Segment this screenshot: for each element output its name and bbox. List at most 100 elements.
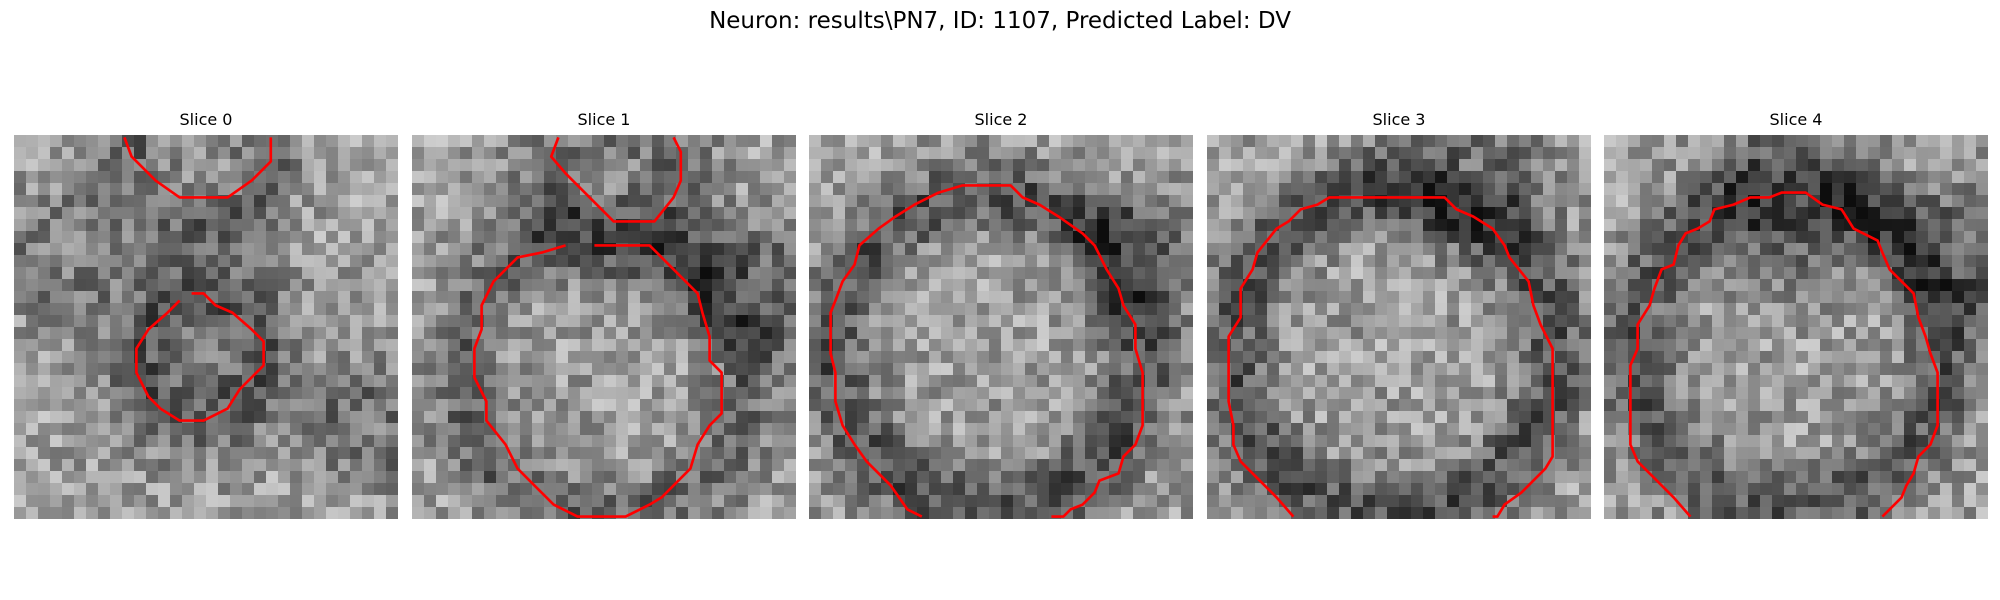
pixel: [134, 459, 147, 472]
pixel: [628, 267, 641, 280]
pixel: [1375, 171, 1388, 184]
pixel: [1279, 231, 1292, 244]
pixel: [1676, 327, 1689, 340]
pixel: [604, 195, 617, 208]
pixel: [74, 135, 87, 148]
pixel: [1315, 435, 1328, 448]
pixel: [1169, 387, 1182, 400]
pixel: [1604, 159, 1617, 172]
pixel: [484, 471, 497, 484]
pixel: [122, 159, 135, 172]
pixel: [14, 363, 27, 376]
pixel: [1483, 495, 1496, 508]
pixel: [917, 255, 930, 268]
pixel: [412, 411, 425, 424]
pixel: [1471, 315, 1484, 328]
pixel: [592, 423, 605, 436]
pixel: [1724, 219, 1737, 232]
pixel: [1567, 219, 1580, 232]
pixel: [1327, 147, 1340, 160]
pixel: [1037, 375, 1050, 388]
pixel: [1169, 279, 1182, 292]
pixel: [448, 159, 461, 172]
pixel: [1375, 363, 1388, 376]
pixel: [905, 267, 918, 280]
pixel: [290, 219, 303, 232]
pixel: [1604, 195, 1617, 208]
pixel: [688, 219, 701, 232]
pixel: [1327, 435, 1340, 448]
pixel: [38, 435, 51, 448]
pixel: [1748, 207, 1761, 220]
pixel: [134, 255, 147, 268]
pixel: [1145, 207, 1158, 220]
pixel: [1712, 243, 1725, 256]
pixel: [1507, 279, 1520, 292]
pixel: [616, 195, 629, 208]
pixel: [218, 363, 231, 376]
pixel: [1085, 195, 1098, 208]
pixel: [1157, 375, 1170, 388]
pixel: [412, 483, 425, 496]
pixel: [1447, 483, 1460, 496]
pixel: [1363, 291, 1376, 304]
pixel: [1399, 315, 1412, 328]
pixel: [1796, 171, 1809, 184]
pixel: [146, 195, 159, 208]
pixel: [1339, 279, 1352, 292]
pixel: [218, 255, 231, 268]
pixel: [1856, 375, 1869, 388]
pixel: [1243, 135, 1256, 148]
pixel: [460, 339, 473, 352]
pixel: [1844, 315, 1857, 328]
pixel: [760, 243, 773, 256]
pixel: [1315, 291, 1328, 304]
pixel: [1219, 279, 1232, 292]
pixel: [412, 171, 425, 184]
pixel: [98, 375, 111, 388]
pixel: [26, 291, 39, 304]
pixel: [1880, 303, 1893, 316]
pixel: [712, 303, 725, 316]
pixel: [1940, 303, 1953, 316]
pixel: [1748, 327, 1761, 340]
pixel: [338, 255, 351, 268]
pixel: [1856, 411, 1869, 424]
pixel: [1025, 231, 1038, 244]
pixel: [869, 483, 882, 496]
pixel: [1375, 279, 1388, 292]
pixel: [1291, 291, 1304, 304]
pixel: [1219, 291, 1232, 304]
pixel: [1736, 255, 1749, 268]
pixel: [436, 363, 449, 376]
pixel: [748, 147, 761, 160]
pixel: [640, 363, 653, 376]
pixel: [1375, 135, 1388, 148]
pixel: [122, 183, 135, 196]
pixel: [1327, 207, 1340, 220]
pixel: [1109, 375, 1122, 388]
pixel: [1181, 411, 1193, 424]
pixel: [809, 315, 822, 328]
pixel: [436, 459, 449, 472]
pixel: [508, 423, 521, 436]
pixel: [1097, 243, 1110, 256]
pixel: [869, 363, 882, 376]
pixel: [1181, 219, 1193, 232]
pixel: [278, 255, 291, 268]
pixel: [374, 459, 387, 472]
pixel: [953, 351, 966, 364]
pixel: [158, 207, 171, 220]
pixel: [724, 447, 737, 460]
pixel: [338, 495, 351, 508]
pixel: [1844, 327, 1857, 340]
pixel: [326, 483, 339, 496]
pixel: [1772, 351, 1785, 364]
pixel: [1025, 495, 1038, 508]
pixel: [1049, 459, 1062, 472]
pixel: [1423, 147, 1436, 160]
pixel: [1736, 411, 1749, 424]
pixel: [1748, 303, 1761, 316]
pixel: [580, 315, 593, 328]
pixel: [496, 255, 509, 268]
